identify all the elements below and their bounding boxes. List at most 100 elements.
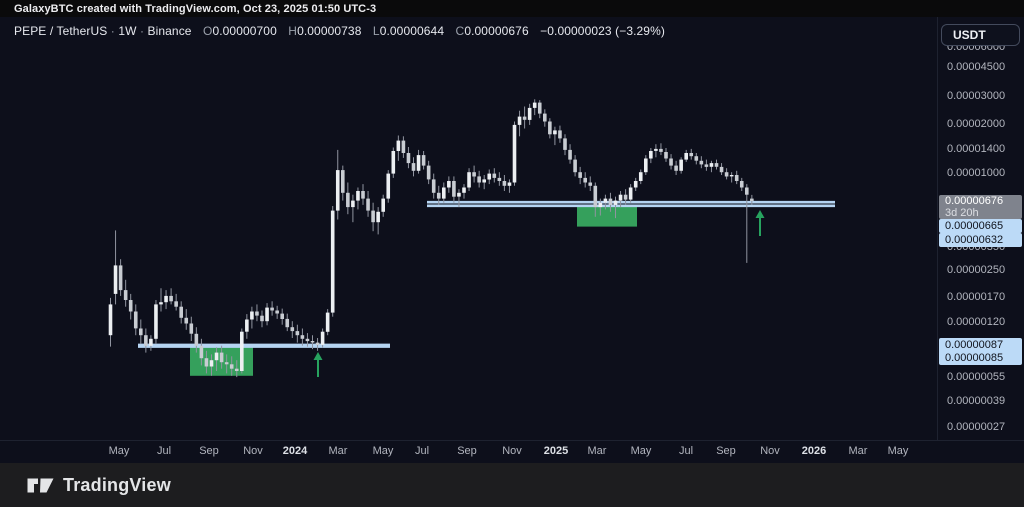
candle-body <box>154 304 158 339</box>
change-value: −0.00000023 (−3.29%) <box>540 24 665 38</box>
tradingview-logo-text: TradingView <box>63 474 171 495</box>
time-tick: Nov <box>760 445 780 457</box>
tradingview-footer[interactable]: TradingView <box>0 463 1024 507</box>
candle-body <box>361 191 365 199</box>
support-price-label: 0.00000087 0.00000085 <box>939 338 1022 365</box>
candle-body <box>133 311 138 329</box>
candle-body <box>204 358 209 367</box>
candle-body <box>386 173 391 199</box>
time-tick: May <box>108 445 130 457</box>
candle-body <box>179 306 183 318</box>
candle-body <box>209 360 214 367</box>
candle-body <box>608 198 613 205</box>
time-tick: Mar <box>587 445 607 457</box>
candle-body <box>467 172 471 188</box>
time-tick: Mar <box>328 445 348 457</box>
candle-body <box>118 265 123 291</box>
candle-body <box>714 163 719 167</box>
time-tick-year: 2026 <box>801 445 827 457</box>
time-tick: May <box>630 445 652 457</box>
candle-body <box>563 138 567 150</box>
candle-body <box>654 148 658 151</box>
candle-body <box>320 331 325 345</box>
symbol-header: PEPE / TetherUS · 1W · Binance O0.000007… <box>14 24 665 38</box>
candle-body <box>411 163 416 171</box>
time-tick-year: 2025 <box>543 445 569 457</box>
ohlc-open: O0.00000700 <box>203 24 277 38</box>
candle-body <box>507 182 512 186</box>
time-tick: Nov <box>502 445 522 457</box>
candle-body <box>532 102 537 108</box>
candle-body <box>351 200 355 208</box>
candle-body <box>219 352 224 363</box>
candle-body <box>537 102 542 114</box>
candle-body <box>603 198 608 203</box>
candle-body <box>512 124 517 183</box>
candle-body <box>265 307 269 322</box>
candle-body <box>174 301 178 307</box>
time-tick: Nov <box>243 445 263 457</box>
price-tick: 0.00000120 <box>947 316 1006 328</box>
price-tick: 0.00001400 <box>947 143 1006 155</box>
candle-body <box>305 338 310 342</box>
candle-body <box>750 198 754 201</box>
candle-body <box>709 163 714 167</box>
trendline-price-label: 0.00000632 <box>939 233 1022 247</box>
candle-body <box>436 192 441 199</box>
candle-body <box>341 170 345 193</box>
candle-body <box>401 140 406 153</box>
candle-body <box>396 140 401 151</box>
candle-body <box>139 328 143 336</box>
candle-body <box>457 192 461 197</box>
candle-body <box>325 312 330 332</box>
candle-body <box>502 181 507 186</box>
price-tick: 0.00000055 <box>947 371 1006 383</box>
candle-body <box>144 335 148 346</box>
candle-body <box>164 295 168 303</box>
candle-body <box>366 198 370 211</box>
candle-body <box>189 323 194 334</box>
time-tick: Jul <box>156 445 172 457</box>
price-tick: 0.00000039 <box>947 395 1006 407</box>
price-scale-divider <box>937 17 938 440</box>
candle-body <box>275 310 279 314</box>
candle-body <box>123 290 128 300</box>
demand-zone-box <box>577 205 637 227</box>
candle-body <box>346 192 350 208</box>
trendline-price-label: 0.00000665 <box>939 219 1022 233</box>
price-tick: 0.00001000 <box>947 167 1006 179</box>
time-tick: May <box>887 445 909 457</box>
candle-body <box>684 153 688 160</box>
candle-body <box>214 352 219 361</box>
candle-body <box>250 311 254 320</box>
candle-body <box>482 179 486 183</box>
candle-body <box>234 368 239 371</box>
candle-body <box>224 362 229 365</box>
time-tick: Sep <box>457 445 477 457</box>
candle-body <box>128 300 133 312</box>
candle-body <box>260 315 264 322</box>
candle-body <box>184 317 189 324</box>
up-arrow-head <box>313 352 323 360</box>
candle-body <box>573 159 577 173</box>
candle-body <box>335 170 340 211</box>
candle-body <box>492 173 497 178</box>
ohlc-low: L0.00000644 <box>372 24 445 38</box>
candle-body <box>199 345 204 359</box>
candle-body <box>240 331 244 371</box>
candle-body <box>391 151 396 174</box>
time-scale-divider <box>0 440 1024 441</box>
candle-body <box>159 302 163 305</box>
currency-toggle-button[interactable]: USDT <box>941 24 1020 46</box>
candle-body <box>674 165 678 171</box>
candle-body <box>371 210 375 223</box>
candle-body <box>255 311 259 316</box>
candle-body <box>406 153 411 164</box>
attribution-bar: GalaxyBTC created with TradingView.com, … <box>0 0 1024 17</box>
candle-body <box>149 338 153 346</box>
candle-body <box>543 113 547 122</box>
candle-body <box>169 295 173 302</box>
candle-body <box>517 116 522 125</box>
candle-body <box>644 158 648 173</box>
